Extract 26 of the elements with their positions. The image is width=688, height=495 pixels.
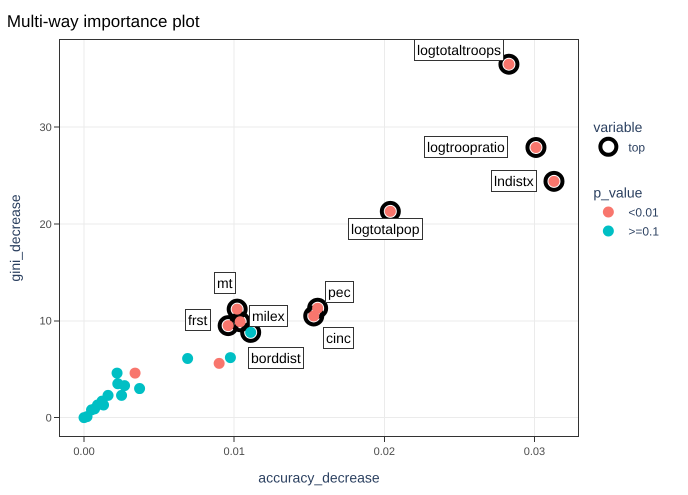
annotation: logtotalpop <box>351 221 420 237</box>
annotation: borddist <box>251 350 301 366</box>
annotation: logtotaltroops <box>417 42 502 58</box>
y-tick-label: 10 <box>40 316 52 328</box>
annotation: cinc <box>326 330 351 346</box>
text: variable <box>593 119 643 136</box>
y-tick-label: 0 <box>46 412 52 424</box>
y-tick-label: 20 <box>40 218 52 231</box>
legend-label: <0.01 <box>628 206 660 220</box>
annotation: lndistx <box>494 173 534 189</box>
annotation: frst <box>188 312 208 328</box>
y-axis-title: gini_decrease <box>7 194 24 282</box>
annotation: milex <box>252 308 285 324</box>
y-tick-label: 30 <box>40 122 52 134</box>
annotation: logtroopratio <box>427 139 506 155</box>
text: p_value <box>593 184 643 200</box>
legend-label: top <box>628 140 646 154</box>
x-tick-label: 0.01 <box>223 446 245 458</box>
x-tick-label: 0.03 <box>524 446 546 458</box>
annotation: pec <box>328 284 351 300</box>
x-tick-label: 0.00 <box>73 446 95 458</box>
annotation: mt <box>217 275 233 291</box>
chart-title: Multi-way importance plot <box>6 12 200 31</box>
x-axis-title: accuracy_decrease <box>258 470 380 486</box>
x-tick-label: 0.02 <box>374 446 396 458</box>
legend-label: >=0.1 <box>628 224 660 239</box>
